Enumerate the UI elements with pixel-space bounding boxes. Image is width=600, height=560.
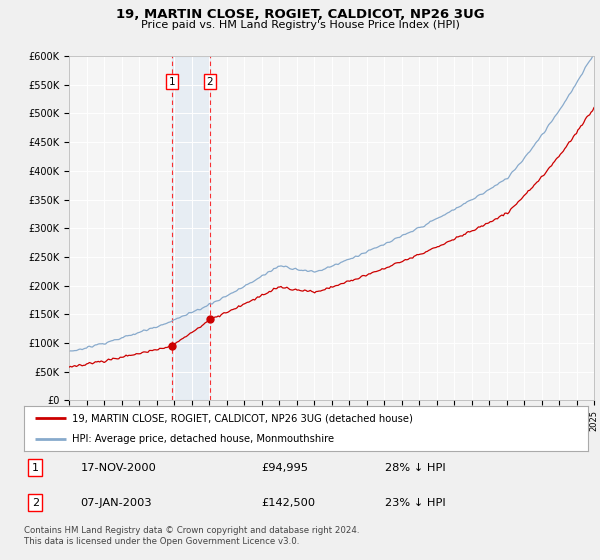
Text: HPI: Average price, detached house, Monmouthshire: HPI: Average price, detached house, Monm…: [72, 433, 334, 444]
Text: 19, MARTIN CLOSE, ROGIET, CALDICOT, NP26 3UG (detached house): 19, MARTIN CLOSE, ROGIET, CALDICOT, NP26…: [72, 413, 413, 423]
Text: 2: 2: [32, 498, 39, 507]
Text: Contains HM Land Registry data © Crown copyright and database right 2024.
This d: Contains HM Land Registry data © Crown c…: [24, 526, 359, 546]
Text: 2: 2: [206, 77, 213, 87]
Text: £142,500: £142,500: [261, 498, 315, 507]
Text: £94,995: £94,995: [261, 463, 308, 473]
Text: 19, MARTIN CLOSE, ROGIET, CALDICOT, NP26 3UG: 19, MARTIN CLOSE, ROGIET, CALDICOT, NP26…: [116, 8, 484, 21]
Text: 17-NOV-2000: 17-NOV-2000: [80, 463, 156, 473]
Bar: [172, 56, 210, 400]
Text: 23% ↓ HPI: 23% ↓ HPI: [385, 498, 446, 507]
Text: 28% ↓ HPI: 28% ↓ HPI: [385, 463, 446, 473]
Text: Price paid vs. HM Land Registry's House Price Index (HPI): Price paid vs. HM Land Registry's House …: [140, 20, 460, 30]
Text: 07-JAN-2003: 07-JAN-2003: [80, 498, 152, 507]
Text: 1: 1: [32, 463, 39, 473]
Text: 1: 1: [169, 77, 175, 87]
